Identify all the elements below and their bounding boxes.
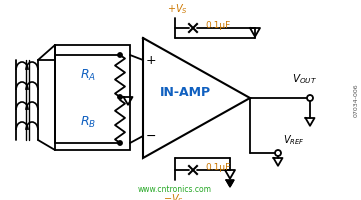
Polygon shape bbox=[143, 38, 250, 158]
Text: 0.1μF: 0.1μF bbox=[205, 21, 230, 30]
Text: +: + bbox=[146, 53, 156, 66]
Bar bbox=[55, 45, 130, 150]
Text: IN-AMP: IN-AMP bbox=[160, 86, 210, 99]
Text: 0.1μF: 0.1μF bbox=[205, 164, 230, 172]
Text: $-V_S$: $-V_S$ bbox=[162, 192, 183, 200]
Text: $V_{REF}$: $V_{REF}$ bbox=[283, 133, 305, 147]
Circle shape bbox=[275, 150, 281, 156]
Text: $R_A$: $R_A$ bbox=[80, 67, 96, 83]
Circle shape bbox=[118, 141, 122, 145]
Polygon shape bbox=[226, 180, 234, 187]
Circle shape bbox=[307, 95, 313, 101]
Text: −: − bbox=[146, 130, 156, 142]
Text: $V_{OUT}$: $V_{OUT}$ bbox=[292, 72, 318, 86]
Circle shape bbox=[118, 95, 122, 99]
Circle shape bbox=[118, 53, 122, 57]
Text: 07034-006: 07034-006 bbox=[353, 83, 358, 117]
Text: www.cntronics.com: www.cntronics.com bbox=[138, 186, 212, 194]
Text: $R_B$: $R_B$ bbox=[80, 114, 96, 130]
Text: $+V_S$: $+V_S$ bbox=[166, 2, 187, 16]
